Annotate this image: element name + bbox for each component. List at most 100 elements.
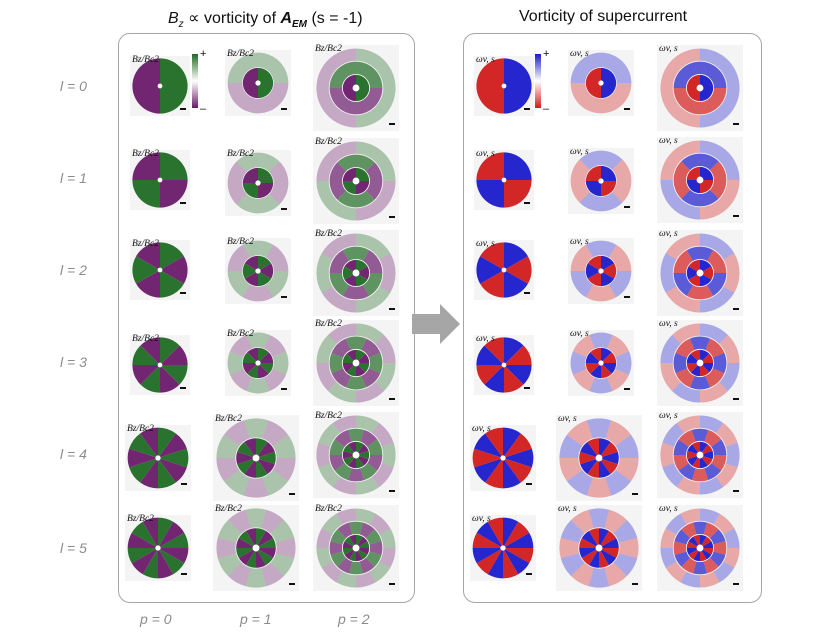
scale-bar — [632, 583, 638, 585]
scale-bar — [733, 215, 739, 217]
scale-bar — [180, 387, 186, 389]
omega-tile-label: ωv, s — [476, 149, 495, 159]
bz-tile-l4-p2: Bz/Bc2 — [313, 411, 399, 498]
omega-tile-l0-p0: ωv, s — [474, 55, 534, 116]
row-label-l3: l = 3 — [60, 354, 87, 370]
bz-tile-l1-p0: Bz/Bc2 — [130, 149, 190, 210]
omega-tile-label: ωv, s — [476, 239, 495, 249]
bz-tile-l0-p2: Bz/Bc2 — [313, 44, 399, 131]
omega-tile-l0-p1: ωv, s — [568, 49, 634, 116]
row-label-l4: l = 4 — [60, 446, 87, 462]
bz-tile-label: Bz/Bc2 — [315, 137, 342, 147]
right-panel-title: Vorticity of supercurrent — [519, 8, 688, 25]
scale-bar — [733, 583, 739, 585]
bz-tile-label: Bz/Bc2 — [132, 239, 159, 249]
omega-tile-l5-p1: ωv, s — [556, 504, 642, 591]
bz-tile-label: Bz/Bc2 — [215, 504, 242, 514]
bz-tile-l5-p2: Bz/Bc2 — [313, 504, 399, 591]
row-label-l1: l = 1 — [60, 170, 87, 186]
scale-bar — [526, 573, 532, 575]
omega-tile-l1-p1: ωv, s — [568, 147, 634, 214]
omega-tile-label: ωv, s — [472, 424, 491, 434]
scale-bar — [389, 216, 395, 218]
col-label-p2: p = 2 — [338, 611, 370, 627]
bz-tile-l2-p1: Bz/Bc2 — [225, 237, 291, 304]
bz-tile-l1-p2: Bz/Bc2 — [313, 137, 399, 224]
scale-bar — [733, 398, 739, 400]
scale-bar — [180, 202, 186, 204]
scale-bar — [526, 483, 532, 485]
omega-tile-l4-p1: ωv, s — [556, 414, 642, 501]
bz-tile-l3-p0: Bz/Bc2 — [130, 334, 190, 395]
bz-colorbar-minus: – — [200, 103, 207, 115]
bz-tile-label: Bz/Bc2 — [227, 237, 254, 247]
bz-tile-label: Bz/Bc2 — [315, 319, 342, 329]
bz-tile-l2-p0: Bz/Bc2 — [130, 239, 190, 300]
bz-tile-label: Bz/Bc2 — [315, 504, 342, 514]
scale-bar — [524, 202, 530, 204]
scale-bar — [281, 388, 287, 390]
scale-bar — [389, 308, 395, 310]
omega-tile-label: ωv, s — [659, 411, 678, 421]
bz-tile-label: Bz/Bc2 — [315, 411, 342, 421]
scale-bar — [389, 583, 395, 585]
omega-tile-label: ωv, s — [659, 319, 678, 329]
scale-bar — [389, 490, 395, 492]
scale-bar — [624, 108, 630, 110]
scale-bar — [389, 398, 395, 400]
scale-bar — [624, 388, 630, 390]
bz-tile-label: Bz/Bc2 — [315, 44, 342, 54]
omega-tile-l1-p2: ωv, s — [657, 136, 743, 223]
bz-tile-l4-p1: Bz/Bc2 — [213, 414, 299, 501]
scale-bar — [524, 387, 530, 389]
omega-tile-label: ωv, s — [570, 329, 589, 339]
omega-tile-label: ωv, s — [558, 414, 577, 424]
bz-tile-l1-p1: Bz/Bc2 — [225, 149, 291, 216]
row-label-l0: l = 0 — [60, 78, 87, 94]
bz-tile-label: Bz/Bc2 — [315, 229, 342, 239]
omega-tile-l2-p2: ωv, s — [657, 229, 743, 316]
omega-tile-label: ωv, s — [570, 49, 589, 59]
scale-bar — [733, 123, 739, 125]
omega-tile-label: ωv, s — [570, 147, 589, 157]
bz-tile-label: Bz/Bc2 — [127, 514, 154, 524]
omega-tile-l3-p0: ωv, s — [474, 334, 534, 395]
bz-tile-label: Bz/Bc2 — [227, 149, 254, 159]
scale-bar — [632, 493, 638, 495]
bz-tile-l3-p1: Bz/Bc2 — [225, 329, 291, 396]
scale-bar — [281, 108, 287, 110]
omega-tile-l4-p2: ωv, s — [657, 411, 743, 498]
bz-tile-l4-p0: Bz/Bc2 — [125, 424, 191, 491]
omega-tile-l3-p1: ωv, s — [568, 329, 634, 396]
bz-colorbar — [192, 54, 198, 113]
scale-bar — [181, 573, 187, 575]
omega-tile-l5-p2: ωv, s — [657, 504, 743, 591]
bz-tile-l5-p1: Bz/Bc2 — [213, 504, 299, 591]
omega-tile-label: ωv, s — [472, 514, 491, 524]
bz-tile-label: Bz/Bc2 — [215, 414, 242, 424]
scale-bar — [281, 296, 287, 298]
scale-bar — [180, 292, 186, 294]
omega-tile-label: ωv, s — [659, 229, 678, 239]
bz-tile-label: Bz/Bc2 — [132, 334, 159, 344]
omega-tile-l5-p0: ωv, s — [470, 514, 536, 581]
row-label-l2: l = 2 — [60, 262, 87, 278]
bz-tile-l0-p0: Bz/Bc2 — [130, 55, 190, 116]
omega-tile-label: ωv, s — [476, 334, 495, 344]
scale-bar — [181, 483, 187, 485]
col-label-p1: p = 1 — [240, 611, 272, 627]
scale-bar — [624, 296, 630, 298]
omega-colorbar-plus: + — [543, 48, 550, 60]
bz-tile-label: Bz/Bc2 — [227, 329, 254, 339]
omega-tile-label: ωv, s — [476, 55, 495, 65]
omega-tile-l1-p0: ωv, s — [474, 149, 534, 210]
bz-tile-label: Bz/Bc2 — [132, 55, 159, 65]
scale-bar — [733, 308, 739, 310]
omega-tile-label: ωv, s — [570, 237, 589, 247]
bz-tile-l5-p0: Bz/Bc2 — [125, 514, 191, 581]
omega-tile-l0-p2: ωv, s — [657, 44, 743, 131]
scale-bar — [289, 493, 295, 495]
col-label-p0: p = 0 — [140, 611, 172, 627]
omega-colorbar-minus: – — [543, 103, 550, 115]
omega-tile-l3-p2: ωv, s — [657, 319, 743, 406]
